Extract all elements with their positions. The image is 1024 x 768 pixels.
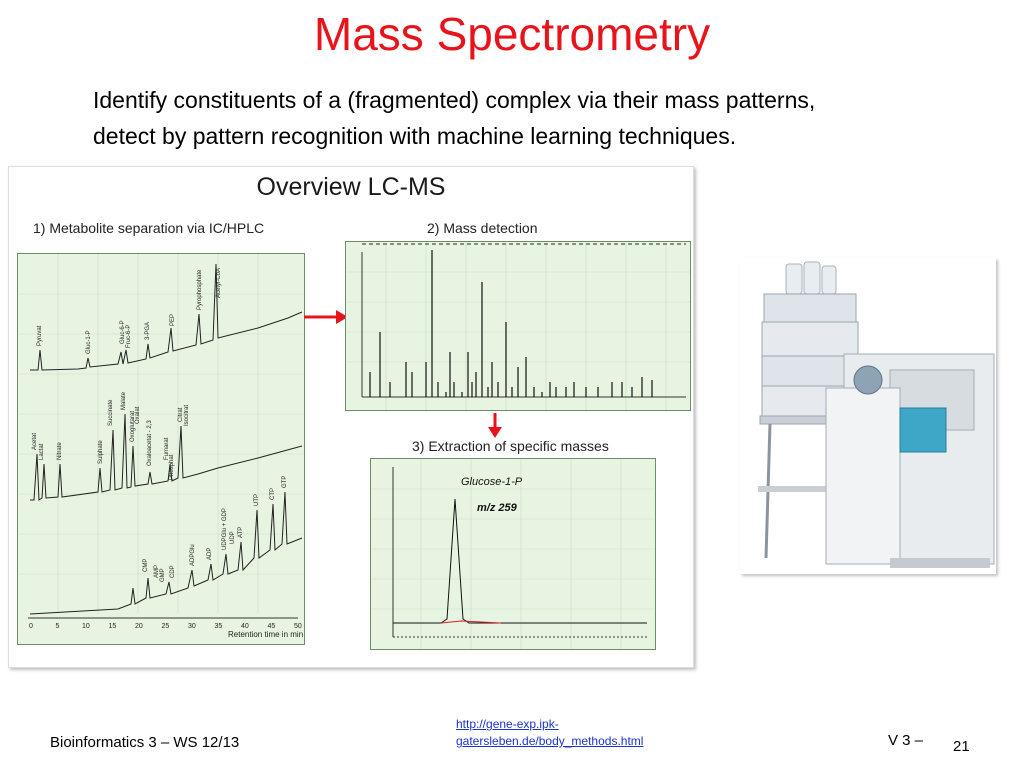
peak-label: Pyrophosphate — [197, 269, 203, 310]
chromatogram-grid — [18, 254, 304, 614]
course-name: Bioinformatics 3 – WS 12/13 — [50, 734, 240, 751]
peak-label: UTP — [254, 494, 260, 506]
arrow-to-extraction — [488, 413, 502, 438]
peak-label: Phosphat — [169, 454, 175, 480]
chromatogram-trace-1 — [30, 263, 303, 371]
chromatogram-x-tick: 10 — [82, 623, 90, 630]
chromatogram-x-label: Retention time in min — [228, 630, 303, 639]
peak-label: UDPGlu + GDP — [222, 508, 228, 550]
lecture-number: V 3 – — [888, 732, 924, 749]
chromatogram-panel: 0 5 10 15 20 25 30 35 40 45 50 Retention time in m… — [17, 253, 305, 645]
peak-label: Malate — [121, 391, 127, 410]
peak-label: Gluc-6-P — [120, 320, 126, 344]
peak-label: Lactat — [39, 443, 45, 460]
step-2-label: 2) Mass detection — [427, 220, 538, 236]
source-link[interactable]: http://gene-exp.ipk- gatersleben.de/body… — [456, 716, 696, 750]
peak-label: AMP — [154, 565, 160, 578]
instrument-illustration — [740, 258, 996, 574]
peak-label: Isocitrat — [184, 405, 190, 426]
chromatogram-x-tick: 5 — [56, 623, 60, 630]
mass-spectrum-peaks — [369, 250, 653, 397]
peak-label: Nitrate — [57, 442, 63, 460]
chromatogram-x-tick: 15 — [109, 623, 117, 630]
peak-label: Oxalat — [135, 406, 141, 424]
chromatogram-trace-2 — [30, 413, 303, 501]
peak-label: Acetyl-CoA — [216, 268, 222, 298]
peak-label: Acetat — [32, 433, 38, 450]
step-3-label: 3) Extraction of specific masses — [412, 438, 609, 454]
peak-label: ADP — [207, 548, 213, 560]
peak-label: ATP — [238, 527, 244, 538]
peak-label: CDP — [170, 565, 176, 578]
peak-label: Fumarat — [164, 437, 170, 460]
chromatogram-x-tick: 20 — [135, 623, 143, 630]
chromatogram-x-tick: 45 — [268, 623, 276, 630]
mass-spectrum-panel — [345, 241, 691, 411]
slide-subtitle: Identify constituents of a (fragmented) … — [93, 82, 993, 154]
chromatogram-x-tick: 35 — [215, 623, 223, 630]
slide-title: Mass Spectrometry — [313, 8, 711, 60]
subtitle-line-1: Identify constituents of a (fragmented) … — [93, 87, 816, 113]
extraction-compound-label: Glucose-1-P — [461, 476, 523, 488]
mass-spectrum-plot — [346, 242, 690, 410]
step-1-label: 1) Metabolite separation via IC/HPLC — [33, 220, 265, 236]
source-link-line-2: gatersleben.de/body_methods.html — [456, 734, 644, 748]
chromatogram-plot: 0 5 10 15 20 25 30 35 40 45 50 Retention time in m… — [18, 254, 304, 639]
peak-label: Oxaloacetat - 2,3 — [147, 420, 153, 466]
extraction-mz-label: m/z 259 — [477, 502, 518, 514]
arrow-to-mass-detection — [304, 310, 348, 324]
peak-label: CMP — [143, 559, 149, 572]
source-link-line-1: http://gene-exp.ipk- — [456, 717, 559, 731]
peak-label: CTP — [270, 488, 276, 500]
peak-label: Pyruvat — [37, 325, 43, 346]
peak-label: GTP — [282, 476, 288, 488]
peak-label: ADPGlu — [190, 544, 196, 566]
lcms-instrument-photo — [740, 258, 996, 574]
figure-title: Overview LC-MS — [256, 173, 446, 201]
lcms-overview-figure: Overview LC-MS 1) Metabolite separation … — [8, 166, 694, 668]
chromatogram-x-tick: 40 — [241, 623, 249, 630]
chromatogram-trace-3 — [29, 491, 303, 615]
chromatogram-x-tick: 50 — [294, 623, 302, 630]
subtitle-line-2: detect by pattern recognition with machi… — [93, 123, 737, 149]
peak-label: Citrat — [178, 407, 184, 422]
extraction-panel: Glucose-1-P m/z 259 — [370, 458, 656, 650]
peak-label: Fruc-6-P — [126, 325, 132, 348]
extracted-ion-chromatogram: Glucose-1-P m/z 259 — [371, 459, 655, 649]
chromatogram-x-tick: 25 — [162, 623, 170, 630]
peak-label: Succinate — [108, 399, 114, 426]
peak-label: 3-PGA — [145, 322, 151, 340]
peak-label: UDP — [230, 531, 236, 544]
peak-label: GMP — [160, 568, 166, 582]
peak-label: PEP — [170, 314, 176, 326]
peak-label: Gluc-1-P — [86, 330, 92, 354]
page-number: 21 — [953, 738, 970, 755]
chromatogram-x-tick: 0 — [29, 623, 33, 630]
peak-label: Sulphate — [98, 440, 104, 464]
peak-label: Oxoglutarat — [130, 411, 136, 442]
chromatogram-x-tick: 30 — [188, 623, 196, 630]
